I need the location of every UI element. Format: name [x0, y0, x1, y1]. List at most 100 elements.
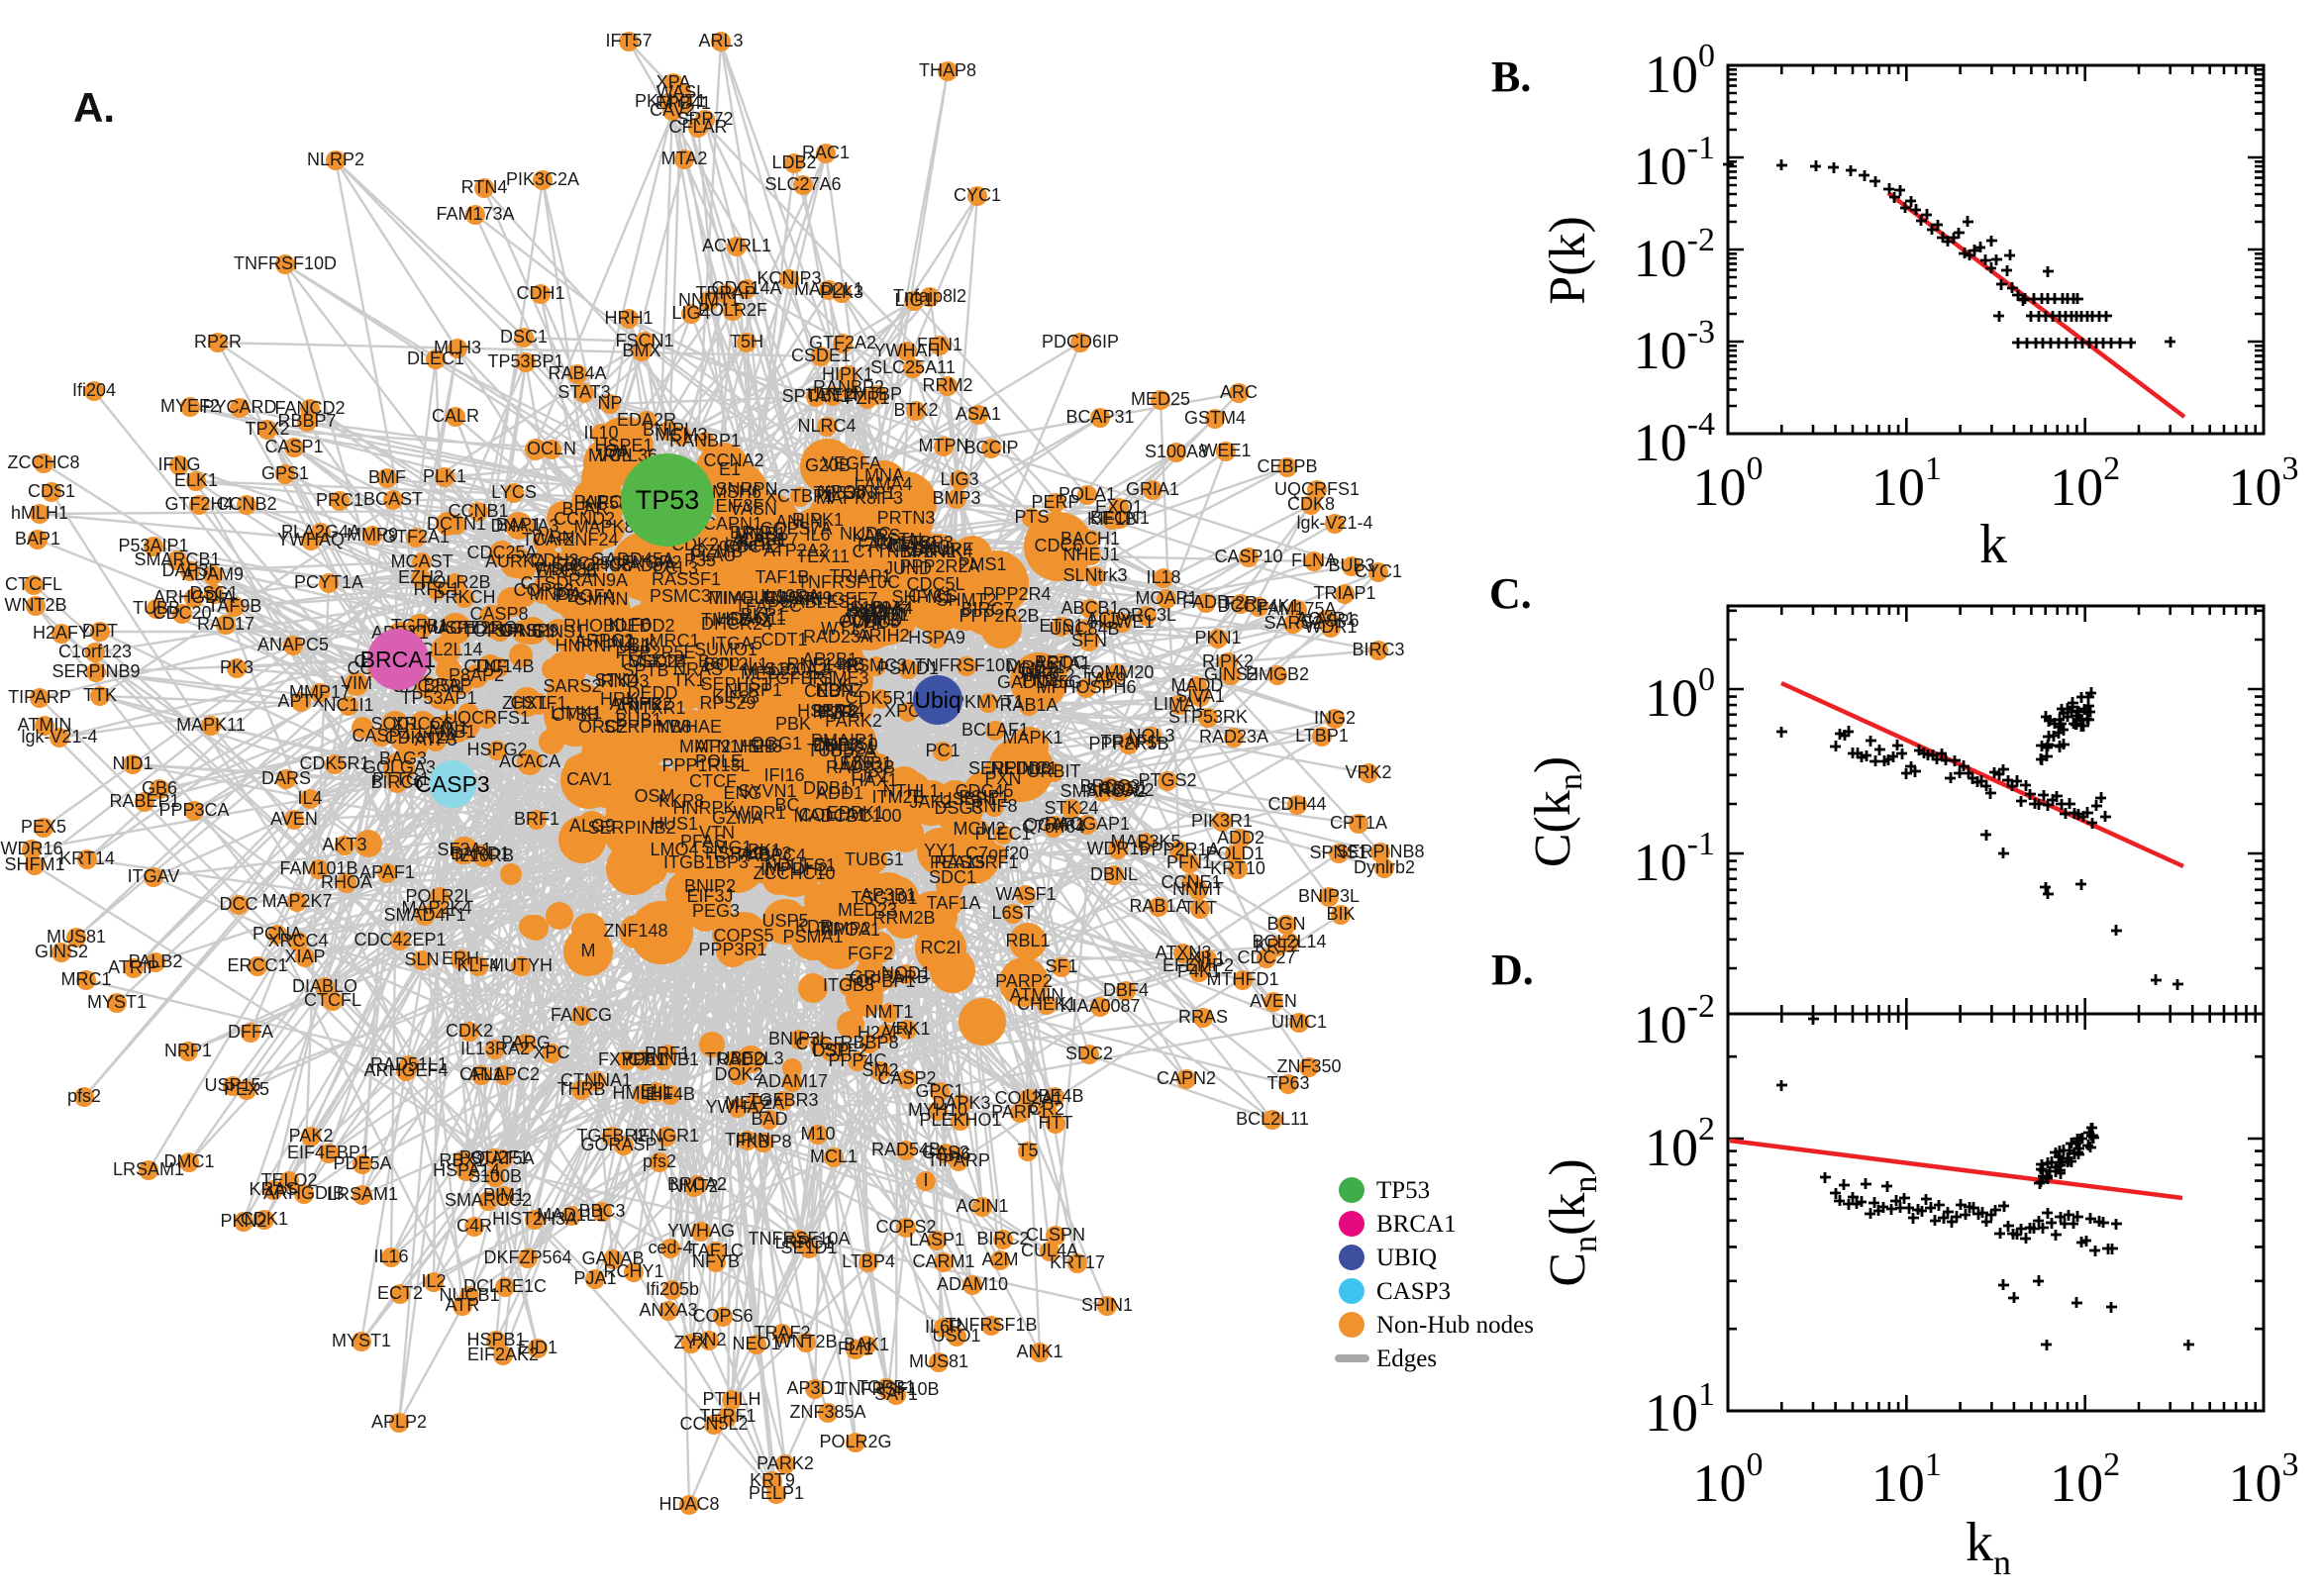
svg-text:ACIN1: ACIN1	[956, 1196, 1008, 1216]
svg-text:VHL: VHL	[851, 613, 885, 633]
svg-text:RAD17: RAD17	[197, 614, 254, 634]
svg-text:MYH10: MYH10	[908, 1100, 967, 1120]
svg-text:TRIAP1: TRIAP1	[829, 566, 891, 586]
svg-text:SFN: SFN	[1071, 631, 1107, 650]
svg-text:POLR2F: POLR2F	[698, 300, 767, 320]
svg-text:RHOB: RHOB	[563, 616, 615, 636]
svg-text:SERPINB8: SERPINB8	[603, 717, 691, 737]
svg-text:COPS5: COPS5	[713, 926, 773, 946]
svg-text:PSME3: PSME3	[808, 668, 868, 688]
svg-text:PEX5: PEX5	[21, 817, 66, 837]
svg-text:USP5: USP5	[761, 911, 808, 931]
svg-text:SPNS1: SPNS1	[494, 621, 553, 641]
svg-text:TK1: TK1	[672, 670, 705, 690]
svg-text:STK4: STK4	[594, 670, 639, 690]
svg-text:XPC: XPC	[533, 1043, 569, 1062]
svg-text:TIPARP: TIPARP	[8, 687, 71, 707]
svg-text:C(kn): C(kn)	[1525, 756, 1589, 867]
svg-text:PRC1: PRC1	[316, 490, 363, 510]
svg-text:APOA1: APOA1	[821, 920, 880, 940]
svg-text:RRM2: RRM2	[922, 375, 972, 395]
svg-text:PPA1: PPA1	[622, 1049, 666, 1069]
svg-text:ANAPC2: ANAPC2	[468, 1064, 540, 1084]
svg-text:C1orf123: C1orf123	[58, 642, 132, 661]
svg-text:AP3D1: AP3D1	[786, 1378, 843, 1398]
svg-text:COPS3: COPS3	[513, 580, 573, 600]
svg-text:GADD45A: GADD45A	[591, 549, 674, 569]
svg-text:SARS2: SARS2	[543, 676, 601, 696]
svg-text:DBNL: DBNL	[1090, 864, 1138, 884]
svg-text:NOD1: NOD1	[881, 963, 931, 983]
svg-text:CASP9: CASP9	[500, 621, 558, 641]
svg-text:S100B: S100B	[468, 1166, 522, 1186]
svg-text:AP2B1: AP2B1	[802, 649, 858, 669]
svg-text:EXO1: EXO1	[1095, 497, 1143, 517]
svg-text:S100A8: S100A8	[1145, 442, 1208, 461]
svg-text:CDK2deltaT: CDK2deltaT	[671, 535, 768, 554]
svg-text:CDC14B: CDC14B	[463, 656, 534, 676]
svg-text:Dynlrb2: Dynlrb2	[1354, 857, 1415, 877]
svg-text:HSPA9: HSPA9	[908, 628, 965, 648]
svg-text:RC2I: RC2I	[920, 938, 960, 957]
svg-text:ATN1HEB: ATN1HEB	[695, 737, 776, 756]
svg-text:DLEC1: DLEC1	[407, 349, 464, 368]
svg-text:M10: M10	[800, 1124, 835, 1144]
svg-text:OA: OA	[604, 442, 630, 461]
svg-text:FZR1: FZR1	[846, 388, 890, 408]
svg-text:CDC6: CDC6	[1034, 536, 1082, 555]
svg-text:IL18: IL18	[1146, 567, 1180, 587]
svg-text:MAPK8IP3: MAPK8IP3	[816, 488, 903, 508]
svg-text:YWHAQ: YWHAQ	[277, 530, 345, 549]
svg-text:IFNGR1: IFNGR1	[634, 1126, 699, 1146]
svg-text:MUTYH: MUTYH	[489, 955, 553, 975]
svg-text:RANBP1: RANBP1	[669, 431, 741, 450]
svg-text:LYCS: LYCS	[491, 482, 537, 502]
svg-text:GORASP1: GORASP1	[580, 1135, 666, 1154]
svg-text:XRCC4: XRCC4	[267, 931, 328, 950]
svg-text:MRC1: MRC1	[60, 969, 111, 989]
svg-text:MRC1: MRC1	[649, 631, 699, 650]
svg-text:MMP1: MMP1	[735, 524, 786, 544]
svg-text:ILK: ILK	[823, 675, 850, 695]
svg-text:GPS1: GPS1	[261, 463, 309, 483]
svg-text:APAF1: APAF1	[359, 862, 415, 882]
svg-text:P8AP2: P8AP2	[449, 665, 504, 685]
svg-text:SPTB: SPTB	[622, 660, 668, 680]
svg-text:SLN: SLN	[404, 949, 439, 969]
svg-text:DDB1: DDB1	[803, 778, 851, 798]
svg-text:UBE2L3: UBE2L3	[717, 1048, 783, 1068]
svg-text:SM2: SM2	[861, 1060, 898, 1080]
svg-text:k: k	[1979, 514, 2007, 575]
svg-text:HSPA14: HSPA14	[797, 701, 864, 721]
svg-text:BCCIP: BCCIP	[963, 438, 1018, 457]
svg-text:THAP8: THAP8	[919, 60, 976, 80]
svg-text:PEX5: PEX5	[224, 1079, 269, 1099]
svg-text:PIM1: PIM1	[483, 1185, 525, 1205]
svg-text:PPP2R4: PPP2R4	[982, 584, 1051, 604]
svg-text:Ifi205b: Ifi205b	[646, 1279, 699, 1299]
svg-text:HUWE1: HUWE1	[1089, 612, 1154, 632]
svg-text:PKN2: PKN2	[220, 1211, 266, 1231]
svg-text:APTX: APTX	[277, 691, 324, 711]
svg-text:IL10: IL10	[583, 423, 618, 443]
svg-text:HRH1: HRH1	[604, 308, 653, 328]
svg-text:CDC20: CDC20	[152, 603, 211, 623]
svg-text:ARHGEF4: ARHGEF4	[363, 1060, 448, 1080]
svg-text:MYEF2: MYEF2	[160, 396, 220, 416]
svg-text:POLR2B: POLR2B	[420, 572, 490, 592]
svg-text:PPP3CA: PPP3CA	[158, 800, 229, 820]
svg-text:LMO4: LMO4	[650, 840, 698, 859]
svg-text:C.: C.	[1489, 569, 1532, 618]
svg-text:MED24: MED24	[628, 651, 687, 671]
svg-text:P4K1: P4K1	[1177, 961, 1221, 981]
svg-text:UBIQ: UBIQ	[1376, 1245, 1437, 1271]
svg-text:GANAB: GANAB	[581, 1248, 644, 1268]
svg-text:ced-4: ced-4	[648, 1238, 692, 1257]
svg-text:TIMP2: TIMP2	[818, 919, 870, 939]
svg-text:PXN: PXN	[984, 768, 1021, 788]
svg-text:PDE5A: PDE5A	[333, 1153, 391, 1173]
svg-text:GTF2A1: GTF2A1	[382, 527, 450, 547]
svg-text:BNIPL: BNIPL	[643, 420, 694, 440]
svg-text:WDR16: WDR16	[1086, 839, 1149, 858]
svg-text:TP53INP1: TP53INP1	[813, 483, 895, 503]
